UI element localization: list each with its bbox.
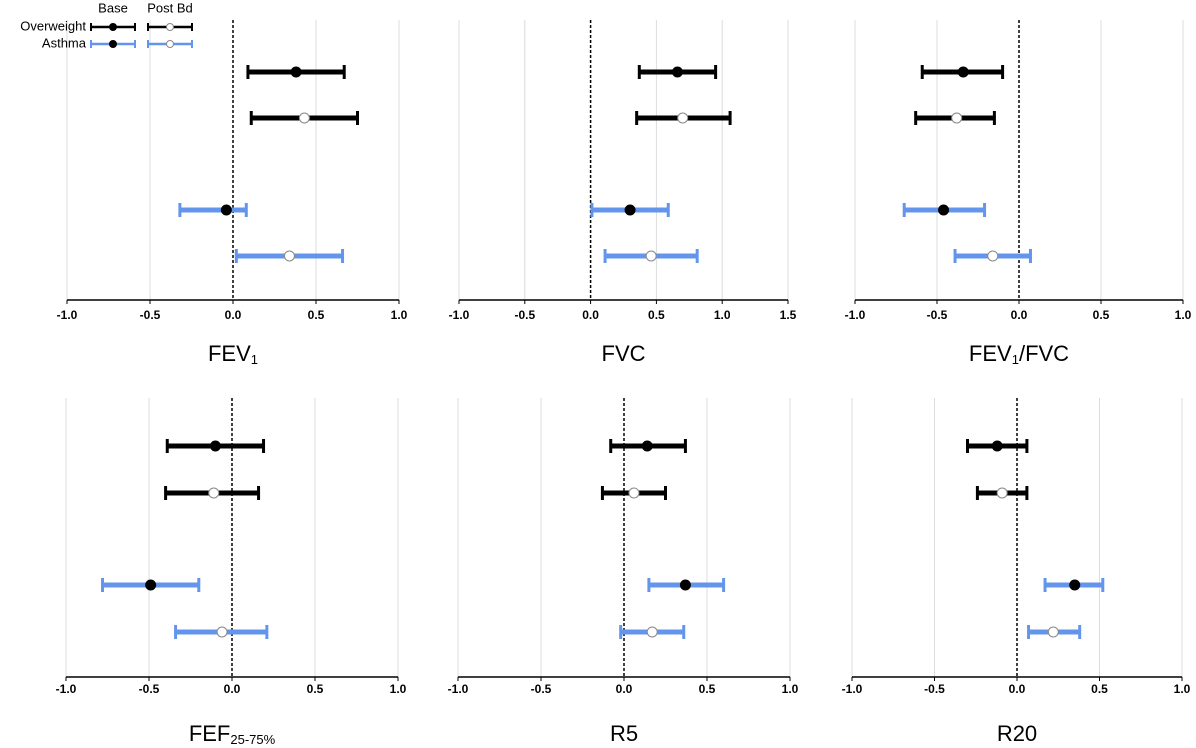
x-tick-label: 0.5 — [699, 682, 716, 696]
marker-post — [951, 112, 963, 124]
marker-post — [677, 112, 689, 124]
marker-base — [679, 579, 691, 591]
marker-post — [628, 487, 640, 499]
x-tick-label: -0.5 — [140, 308, 161, 322]
legend-condition: Base — [98, 0, 128, 15]
marker-base — [641, 440, 653, 452]
x-tick-label: -1.0 — [56, 682, 77, 696]
marker-base — [220, 204, 232, 216]
marker-base — [671, 66, 683, 78]
panel: -1.0 -0.5 0.0 0.5 1.0 FEV1/FVC — [845, 20, 1192, 367]
marker-post — [987, 250, 999, 262]
x-tick-label: 1.0 — [391, 308, 408, 322]
legend-marker — [109, 23, 117, 31]
x-tick-label: -1.0 — [448, 682, 469, 696]
x-tick-label: -1.0 — [845, 308, 866, 322]
title-part: R20 — [997, 721, 1037, 746]
marker-post — [646, 626, 658, 638]
panel-title: R20 — [997, 721, 1037, 746]
x-tick-label: 0.5 — [308, 308, 325, 322]
x-tick-label: 0.5 — [648, 308, 665, 322]
marker-base — [938, 204, 950, 216]
marker-base — [209, 440, 221, 452]
panel: -1.0 -0.5 0.0 0.5 1.0 FEF25-75% — [56, 398, 407, 747]
legend-group: Asthma — [42, 35, 87, 50]
title-part: 1 — [251, 352, 258, 367]
marker-base — [145, 579, 157, 591]
panel-title: FEF25-75% — [189, 721, 276, 748]
title-part: FVC — [602, 341, 646, 366]
title-part: 25-75% — [230, 732, 275, 747]
panel: -1.0 -0.5 0.0 0.5 1.0 1.5 FVC — [449, 20, 797, 366]
x-tick-label: 1.0 — [714, 308, 731, 322]
x-tick-label: 0.0 — [1011, 308, 1028, 322]
x-tick-label: 1.0 — [390, 682, 407, 696]
marker-base — [957, 66, 969, 78]
x-tick-label: -0.5 — [514, 308, 535, 322]
title-part: FEF — [189, 721, 231, 746]
marker-base — [290, 66, 302, 78]
x-tick-label: -1.0 — [842, 682, 863, 696]
x-tick-label: -1.0 — [57, 308, 78, 322]
panel-title: R5 — [610, 721, 638, 746]
x-tick-label: 1.0 — [1174, 682, 1191, 696]
x-tick-label: 0.0 — [582, 308, 599, 322]
legend-marker — [166, 40, 174, 48]
x-tick-label: 0.5 — [1091, 682, 1108, 696]
marker-post — [216, 626, 228, 638]
marker-post — [298, 112, 310, 124]
x-tick-label: 0.0 — [1009, 682, 1026, 696]
panel: -1.0 -0.5 0.0 0.5 1.0 FEV1 — [57, 20, 408, 367]
x-tick-label: -0.5 — [924, 682, 945, 696]
panel: -1.0 -0.5 0.0 0.5 1.0 R20 — [842, 398, 1191, 746]
title-part: FEV — [969, 341, 1012, 366]
legend-marker — [109, 40, 117, 48]
panel: -1.0 -0.5 0.0 0.5 1.0 R5 — [448, 398, 799, 746]
legend: Base Post Bd Overweight Asthma — [20, 0, 193, 50]
x-tick-label: 0.0 — [616, 682, 633, 696]
x-tick-label: -0.5 — [927, 308, 948, 322]
marker-base — [1069, 579, 1081, 591]
legend-condition: Post Bd — [147, 0, 193, 15]
marker-base — [624, 204, 636, 216]
legend-marker — [166, 23, 174, 31]
panel-title: FEV1 — [208, 341, 258, 368]
panel-title: FVC — [602, 341, 646, 366]
marker-post — [208, 487, 220, 499]
x-tick-label: 0.0 — [224, 682, 241, 696]
marker-post — [996, 487, 1008, 499]
x-tick-label: 1.0 — [782, 682, 799, 696]
marker-post — [283, 250, 295, 262]
title-part: 1 — [1012, 352, 1019, 367]
x-tick-label: 1.5 — [780, 308, 797, 322]
marker-post — [645, 250, 657, 262]
x-tick-label: -0.5 — [531, 682, 552, 696]
x-tick-label: -1.0 — [449, 308, 470, 322]
panel-title: FEV1/FVC — [969, 341, 1069, 368]
x-tick-label: 0.0 — [225, 308, 242, 322]
legend-group: Overweight — [20, 18, 86, 33]
title-part: /FVC — [1019, 341, 1069, 366]
marker-base — [991, 440, 1003, 452]
x-tick-label: 1.0 — [1175, 308, 1192, 322]
x-tick-label: 0.5 — [307, 682, 324, 696]
title-part: R5 — [610, 721, 638, 746]
x-tick-label: 0.5 — [1093, 308, 1110, 322]
marker-post — [1047, 626, 1059, 638]
title-part: FEV — [208, 341, 251, 366]
x-tick-label: -0.5 — [139, 682, 160, 696]
